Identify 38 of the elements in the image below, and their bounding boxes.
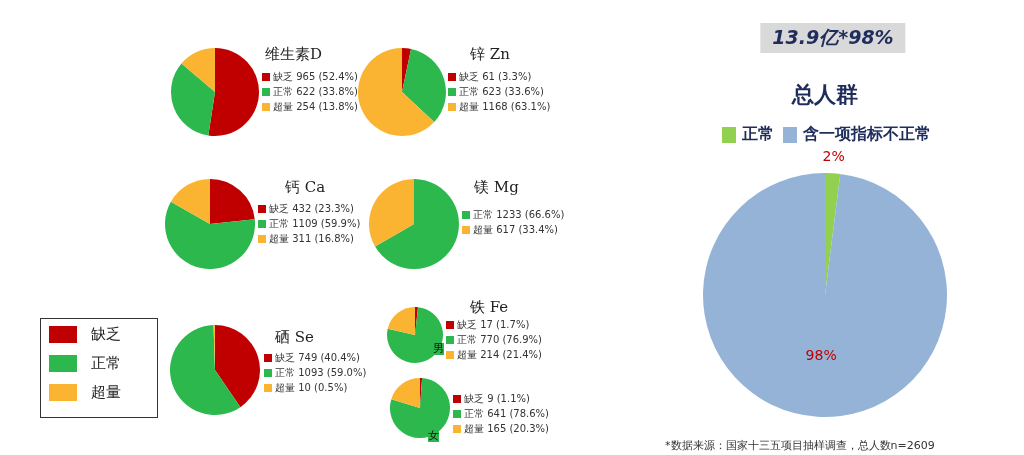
- text: 男: [433, 342, 444, 355]
- legend-label: 超量 617 (33.4%): [473, 223, 559, 237]
- legend-label: 缺乏 749 (40.4%): [275, 351, 361, 365]
- legend-label: 超量 165 (20.3%): [464, 422, 550, 436]
- chart-title: 总人群: [792, 81, 858, 109]
- legend-label: 缺乏 17 (1.7%): [457, 318, 530, 332]
- legend-label: 正常 1109 (59.9%): [269, 217, 361, 231]
- legend-label: 超量 311 (16.8%): [269, 232, 355, 246]
- data-label: 2%: [822, 147, 845, 164]
- legend-label: 缺乏 9 (1.1%): [464, 392, 530, 406]
- legend-label: 缺乏 965 (52.4%): [273, 70, 359, 84]
- data-label: 98%: [805, 346, 837, 363]
- chart-subtitle: 13.9亿*98%: [760, 23, 906, 53]
- legend-label: 正常: [742, 124, 774, 145]
- text: *数据来源：国家十三五项目抽样调查，总人数n=2609: [665, 438, 935, 453]
- chart-title: 铁 Fe: [470, 298, 509, 317]
- legend-label: 正常 770 (76.9%): [457, 333, 543, 347]
- legend-label: 超量 214 (21.4%): [457, 348, 543, 362]
- legend-label: 正常 1093 (59.0%): [275, 366, 367, 380]
- legend-label: 正常 641 (78.6%): [464, 407, 550, 421]
- chart-title: 钙 Ca: [285, 178, 326, 197]
- legend-label: 缺乏 61 (3.3%): [459, 70, 532, 84]
- category-label: 超量: [91, 383, 121, 402]
- chart-title: 镁 Mg: [474, 178, 519, 197]
- legend-label: 含一项指标不正常: [803, 124, 931, 145]
- category-label: 缺乏: [91, 325, 121, 344]
- category-label: 正常: [91, 354, 121, 373]
- legend-label: 正常 1233 (66.6%): [473, 208, 565, 222]
- chart-title: 维生素D: [265, 45, 323, 64]
- legend-label: 缺乏 432 (23.3%): [269, 202, 355, 216]
- legend-label: 超量 1168 (63.1%): [459, 100, 551, 114]
- legend-label: 正常 622 (33.8%): [273, 85, 359, 99]
- text: 女: [428, 429, 439, 442]
- legend-label: 超量 10 (0.5%): [275, 381, 348, 395]
- legend-label: 超量 254 (13.8%): [273, 100, 359, 114]
- legend-label: 正常 623 (33.6%): [459, 85, 545, 99]
- chart-title: 锌 Zn: [470, 45, 510, 64]
- chart-title: 硒 Se: [275, 328, 314, 347]
